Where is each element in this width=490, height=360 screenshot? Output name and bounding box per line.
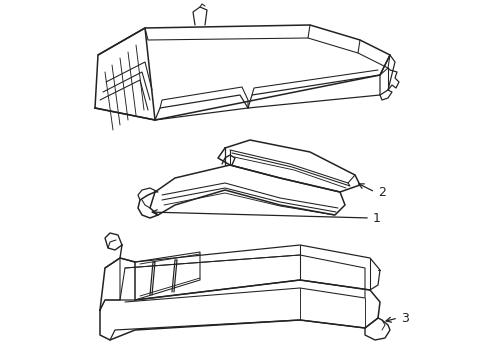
Text: 2: 2 <box>378 185 386 198</box>
Text: 3: 3 <box>401 311 409 324</box>
Text: 1: 1 <box>373 211 381 225</box>
